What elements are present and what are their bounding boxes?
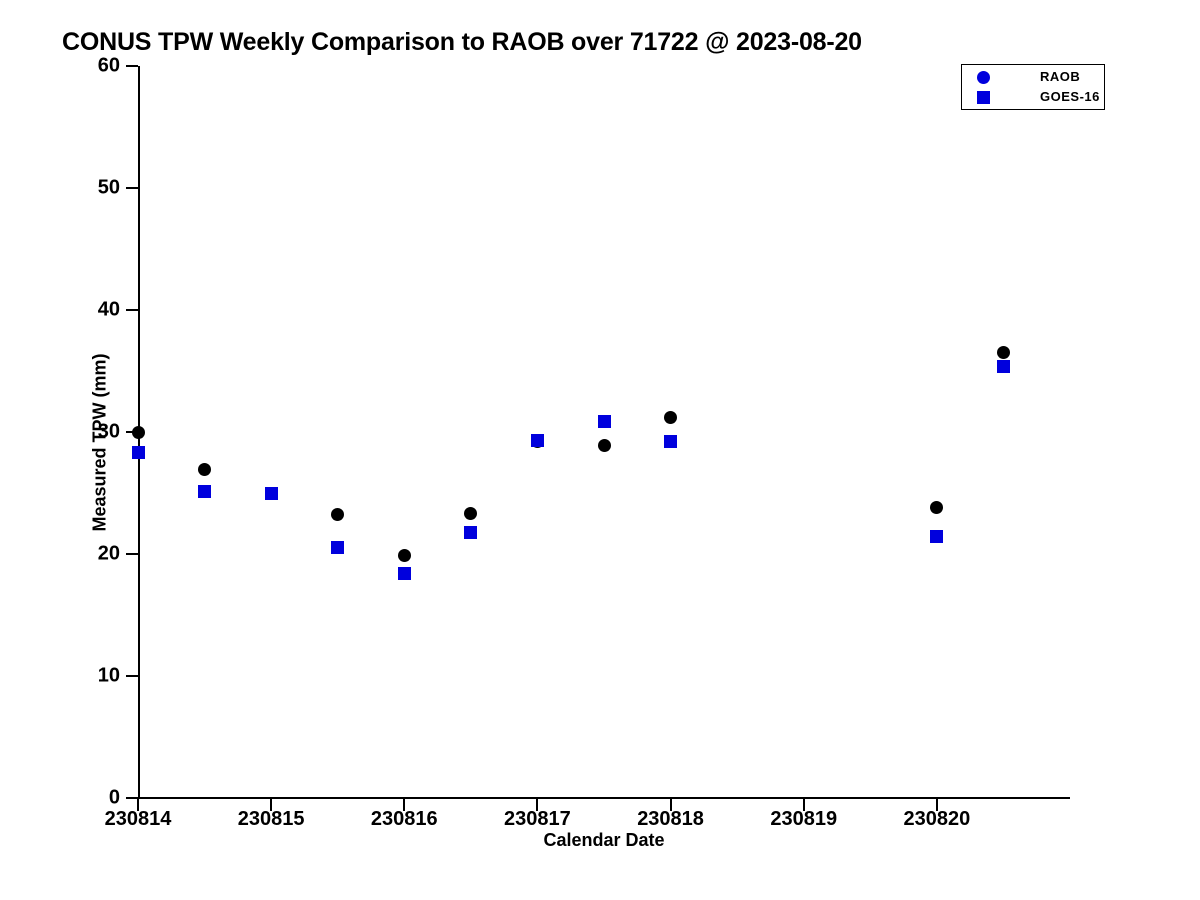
y-tick-label: 10 <box>97 664 120 687</box>
x-tick-label: 230816 <box>370 808 438 830</box>
data-point-goes-16 <box>397 567 411 581</box>
y-tick-mark <box>126 675 138 677</box>
x-tick-mark <box>935 799 938 811</box>
x-tick-mark <box>137 799 139 811</box>
legend-label-raob: RAOB <box>1040 69 1081 84</box>
y-tick-label: 20 <box>97 542 120 565</box>
data-point-goes-16 <box>930 530 944 544</box>
data-point-raob <box>198 463 212 477</box>
data-point-raob <box>264 486 278 500</box>
data-point-goes-16 <box>530 434 544 448</box>
y-tick-mark <box>126 309 138 311</box>
y-axis-title: Measured TPW (mm) <box>89 353 110 532</box>
x-tick-mark <box>403 799 406 811</box>
y-tick-label: 60 <box>97 54 120 77</box>
x-tick-mark <box>669 799 672 811</box>
data-point-raob <box>331 508 345 522</box>
y-tick-mark <box>126 553 138 555</box>
data-point-raob <box>597 438 611 452</box>
x-tick-label: 230817 <box>504 808 571 830</box>
data-point-goes-16 <box>464 525 478 539</box>
data-point-goes-16 <box>198 485 212 499</box>
y-tick-mark <box>126 431 138 433</box>
data-point-goes-16 <box>664 435 678 449</box>
goes16-square-marker-icon <box>977 91 990 104</box>
x-tick-label: 230814 <box>104 808 172 830</box>
data-point-goes-16 <box>331 541 345 555</box>
x-tick-label: 230815 <box>237 808 305 830</box>
chart-title: CONUS TPW Weekly Comparison to RAOB over… <box>62 28 862 56</box>
x-axis-line <box>138 797 1070 799</box>
y-tick-label: 50 <box>97 176 120 199</box>
chart-legend: RAOB GOES-16 <box>961 64 1105 110</box>
y-tick-label: 40 <box>97 298 120 321</box>
legend-item-goes16: GOES-16 <box>962 87 1104 109</box>
data-point-goes-16 <box>597 414 611 428</box>
data-point-goes-16 <box>996 359 1010 373</box>
x-tick-label: 230819 <box>770 808 838 830</box>
data-point-raob <box>996 346 1010 360</box>
y-tick-mark <box>126 187 138 189</box>
y-tick-label: 0 <box>108 786 120 809</box>
y-tick-label: 30 <box>97 420 120 443</box>
y-tick-mark <box>126 797 138 799</box>
data-point-raob <box>464 507 478 521</box>
x-tick-label: 230818 <box>637 808 704 830</box>
data-point-raob <box>397 548 411 562</box>
x-axis-title: Calendar Date <box>543 830 665 850</box>
y-axis-line <box>138 66 140 799</box>
x-tick-mark <box>536 799 539 811</box>
data-point-raob <box>664 410 678 424</box>
legend-label-goes16: GOES-16 <box>1040 89 1100 104</box>
data-point-raob <box>930 501 944 515</box>
data-point-goes-16 <box>264 486 278 500</box>
x-tick-label: 230820 <box>903 808 971 830</box>
raob-circle-marker-icon <box>977 71 990 84</box>
data-point-raob <box>530 435 544 449</box>
x-tick-mark <box>270 799 273 811</box>
y-tick-mark <box>126 65 138 67</box>
legend-item-raob: RAOB <box>962 67 1104 89</box>
x-tick-mark <box>802 799 805 811</box>
